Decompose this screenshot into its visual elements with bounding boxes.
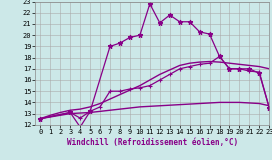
X-axis label: Windchill (Refroidissement éolien,°C): Windchill (Refroidissement éolien,°C) xyxy=(67,138,238,147)
